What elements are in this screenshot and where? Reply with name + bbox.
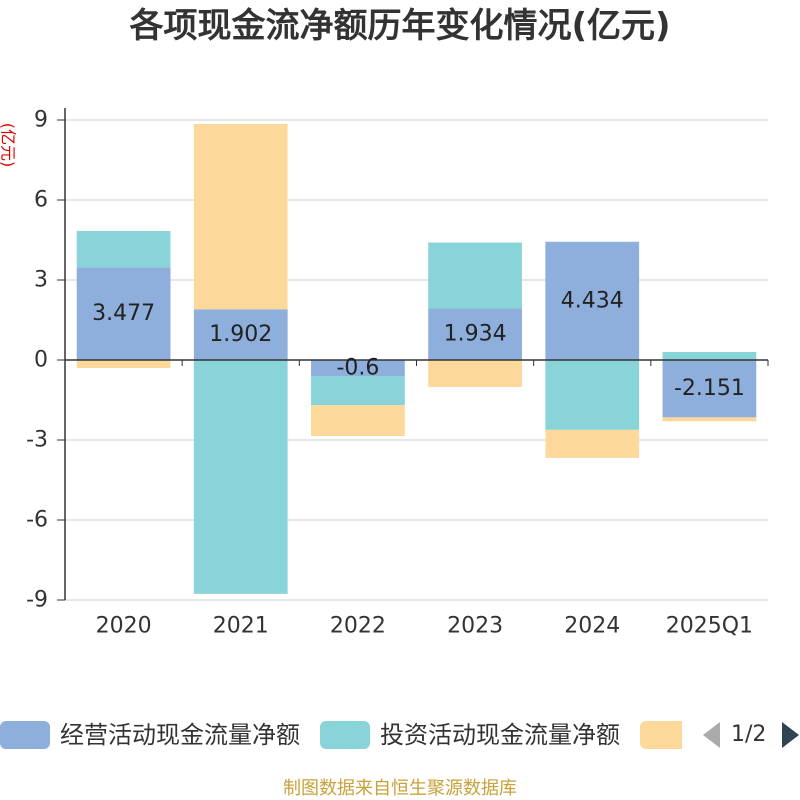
bar-segment <box>311 360 405 376</box>
data-labels: 3.477 1.902 -0.6 1.934 4.434 -2.151 <box>92 288 745 401</box>
legend-item-third-series[interactable] <box>640 719 682 751</box>
data-label: 1.934 <box>444 322 507 347</box>
bar-segment <box>193 309 288 360</box>
legend-swatch-operating <box>0 721 50 749</box>
bar-segment <box>76 360 171 368</box>
data-label: 1.902 <box>209 322 272 347</box>
data-label: -2.151 <box>674 376 745 401</box>
x-tick-label: 2020 <box>96 614 152 639</box>
bar-segment <box>428 242 522 309</box>
data-label: 4.434 <box>561 288 624 313</box>
y-tick-label: -9 <box>26 588 48 613</box>
legend-item-operating[interactable]: 经营活动现金流量净额 <box>0 719 300 751</box>
x-tick-label: 2021 <box>213 614 269 639</box>
x-tick-label: 2025Q1 <box>666 614 753 639</box>
legend-swatch-investing <box>320 721 370 749</box>
y-tick-label: -3 <box>26 428 48 453</box>
legend-page-indicator: 1/2 <box>731 722 767 747</box>
bar-segment <box>545 360 640 430</box>
bar-segment <box>76 267 171 360</box>
x-tick-label: 2023 <box>447 614 503 639</box>
bar-segment <box>662 352 757 360</box>
bar-segment <box>545 241 640 360</box>
bar-segment <box>428 308 522 360</box>
y-tick-label: 9 <box>34 108 48 133</box>
y-tick-label: 6 <box>34 188 48 213</box>
bar-segment <box>311 376 405 406</box>
bar-segment <box>428 360 522 387</box>
chart-title: 各项现金流净额历年变化情况(亿元) <box>129 6 671 46</box>
x-tick-label: 2024 <box>564 614 620 639</box>
y-tick-label: 0 <box>34 348 48 373</box>
legend-swatch-third-series <box>640 721 682 749</box>
bar-segment <box>662 360 757 418</box>
x-tick-label: 2022 <box>330 614 386 639</box>
y-tick-label: 3 <box>34 268 48 293</box>
bar-segment <box>662 417 757 422</box>
legend-label-investing: 投资活动现金流量净额 <box>380 721 620 749</box>
footer-source: 制图数据来自恒生聚源数据库 <box>283 778 517 799</box>
bar-segment <box>311 405 405 436</box>
gridlines <box>65 119 768 601</box>
triangle-left-icon[interactable] <box>703 722 720 748</box>
bar-segment <box>545 429 640 458</box>
bar-segment <box>76 231 171 268</box>
axes: 9 6 3 0 -3 -6 -9 2020 2021 2022 2023 2024 2025Q1 <box>26 108 769 639</box>
y-axis-label: (亿元) <box>0 123 18 168</box>
legend-label-operating: 经营活动现金流量净额 <box>60 721 300 749</box>
bar-segment <box>193 123 288 310</box>
data-label: -0.6 <box>336 356 379 381</box>
y-tick-label: -6 <box>26 508 48 533</box>
bars <box>76 123 757 594</box>
triangle-right-icon[interactable] <box>782 722 799 748</box>
legend-item-investing[interactable]: 投资活动现金流量净额 <box>320 719 620 751</box>
data-label: 3.477 <box>92 301 155 326</box>
chart-legend: 经营活动现金流量净额 投资活动现金流量净额 <box>0 719 800 751</box>
bar-segment <box>193 360 288 594</box>
